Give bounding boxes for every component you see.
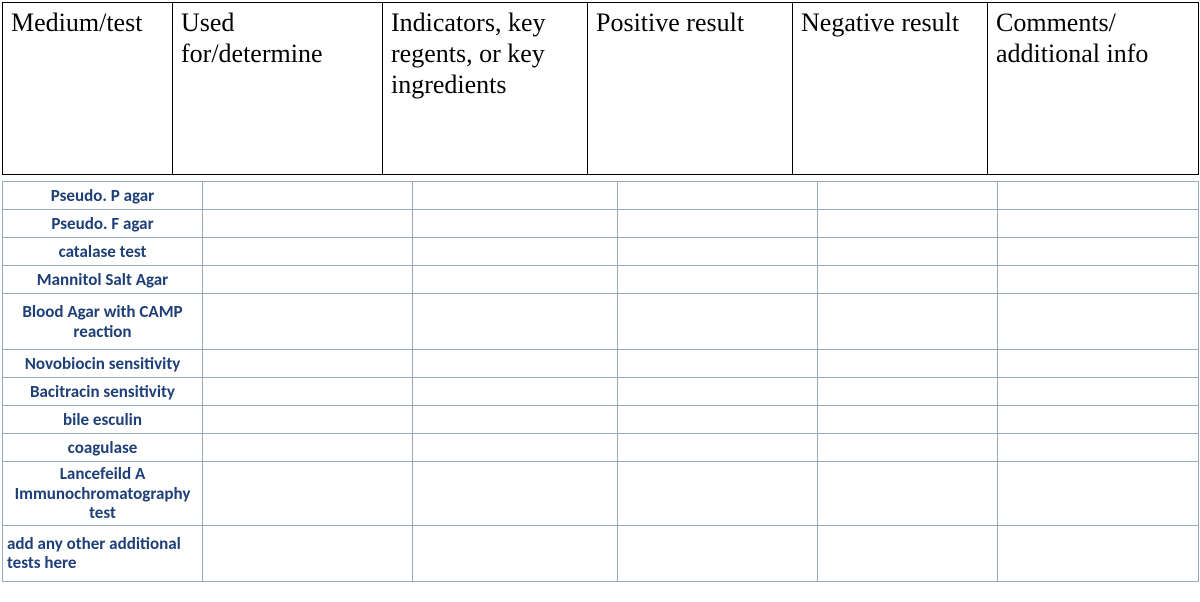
cell-c6[interactable] — [998, 378, 1199, 406]
cell-c3[interactable] — [413, 210, 618, 238]
row-label: Pseudo. F agar — [3, 210, 203, 238]
cell-c4[interactable] — [618, 350, 818, 378]
cell-c5[interactable] — [818, 238, 998, 266]
cell-c3[interactable] — [413, 406, 618, 434]
row-label: Mannitol Salt Agar — [3, 266, 203, 294]
cell-c5[interactable] — [818, 210, 998, 238]
row-label: Blood Agar with CAMP reaction — [3, 294, 203, 350]
row-label: bile esculin — [3, 406, 203, 434]
table-row: Pseudo. P agar — [3, 182, 1199, 210]
cell-c3[interactable] — [413, 182, 618, 210]
cell-c4[interactable] — [618, 210, 818, 238]
cell-c3[interactable] — [413, 350, 618, 378]
cell-c6[interactable] — [998, 210, 1199, 238]
cell-c4[interactable] — [618, 462, 818, 526]
cell-c3[interactable] — [413, 525, 618, 581]
cell-c6[interactable] — [998, 406, 1199, 434]
header-negative: Negative result — [793, 3, 988, 175]
cell-c6[interactable] — [998, 238, 1199, 266]
table-row: Pseudo. F agar — [3, 210, 1199, 238]
cell-c2[interactable] — [203, 406, 413, 434]
cell-c2[interactable] — [203, 210, 413, 238]
cell-c4[interactable] — [618, 182, 818, 210]
table-row: Lancefeild A Immunochromatography test — [3, 462, 1199, 526]
cell-c6[interactable] — [998, 462, 1199, 526]
cell-c6[interactable] — [998, 434, 1199, 462]
table-row: Blood Agar with CAMP reaction — [3, 294, 1199, 350]
cell-c5[interactable] — [818, 525, 998, 581]
cell-c6[interactable] — [998, 182, 1199, 210]
cell-c3[interactable] — [413, 462, 618, 526]
cell-c6[interactable] — [998, 266, 1199, 294]
cell-c2[interactable] — [203, 266, 413, 294]
row-label: coagulase — [3, 434, 203, 462]
cell-c3[interactable] — [413, 434, 618, 462]
row-label: add any other additional tests here — [3, 525, 203, 581]
cell-c4[interactable] — [618, 294, 818, 350]
table-row: bile esculin — [3, 406, 1199, 434]
page-root: Medium/test Used for/determine Indicator… — [0, 0, 1200, 602]
row-label: Lancefeild A Immunochromatography test — [3, 462, 203, 526]
header-table: Medium/test Used for/determine Indicator… — [2, 2, 1199, 175]
cell-c2[interactable] — [203, 294, 413, 350]
cell-c6[interactable] — [998, 350, 1199, 378]
cell-c5[interactable] — [818, 378, 998, 406]
cell-c5[interactable] — [818, 350, 998, 378]
cell-c6[interactable] — [998, 525, 1199, 581]
table-row: coagulase — [3, 434, 1199, 462]
cell-c4[interactable] — [618, 406, 818, 434]
header-medium-test: Medium/test — [3, 3, 173, 175]
header-positive: Positive result — [588, 3, 793, 175]
cell-c2[interactable] — [203, 434, 413, 462]
cell-c4[interactable] — [618, 378, 818, 406]
cell-c5[interactable] — [818, 266, 998, 294]
table-row: Bacitracin sensitivity — [3, 378, 1199, 406]
cell-c5[interactable] — [818, 406, 998, 434]
cell-c5[interactable] — [818, 434, 998, 462]
table-row: add any other additional tests here — [3, 525, 1199, 581]
row-label: catalase test — [3, 238, 203, 266]
row-label: Novobiocin sensitivity — [3, 350, 203, 378]
cell-c3[interactable] — [413, 238, 618, 266]
table-row: catalase test — [3, 238, 1199, 266]
cell-c2[interactable] — [203, 238, 413, 266]
row-label: Pseudo. P agar — [3, 182, 203, 210]
cell-c2[interactable] — [203, 378, 413, 406]
cell-c2[interactable] — [203, 350, 413, 378]
cell-c5[interactable] — [818, 462, 998, 526]
cell-c5[interactable] — [818, 294, 998, 350]
cell-c2[interactable] — [203, 462, 413, 526]
cell-c6[interactable] — [998, 294, 1199, 350]
cell-c3[interactable] — [413, 294, 618, 350]
body-table: Pseudo. P agarPseudo. F agarcatalase tes… — [2, 181, 1199, 582]
cell-c4[interactable] — [618, 266, 818, 294]
cell-c4[interactable] — [618, 525, 818, 581]
cell-c4[interactable] — [618, 238, 818, 266]
cell-c5[interactable] — [818, 182, 998, 210]
cell-c2[interactable] — [203, 182, 413, 210]
row-label: Bacitracin sensitivity — [3, 378, 203, 406]
header-indicators: Indicators, key regents, or key ingredie… — [383, 3, 588, 175]
cell-c3[interactable] — [413, 266, 618, 294]
header-used-for: Used for/determine — [173, 3, 383, 175]
header-comments: Comments/ additional info — [988, 3, 1199, 175]
cell-c4[interactable] — [618, 434, 818, 462]
cell-c3[interactable] — [413, 378, 618, 406]
table-row: Mannitol Salt Agar — [3, 266, 1199, 294]
header-row: Medium/test Used for/determine Indicator… — [3, 3, 1199, 175]
table-row: Novobiocin sensitivity — [3, 350, 1199, 378]
cell-c2[interactable] — [203, 525, 413, 581]
